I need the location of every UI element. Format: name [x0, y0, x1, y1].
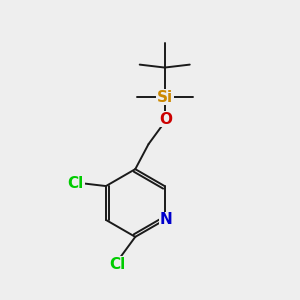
- Text: N: N: [160, 212, 172, 227]
- Text: Cl: Cl: [110, 257, 126, 272]
- Text: O: O: [160, 112, 173, 127]
- Text: Si: Si: [157, 89, 173, 104]
- Text: Cl: Cl: [68, 176, 84, 190]
